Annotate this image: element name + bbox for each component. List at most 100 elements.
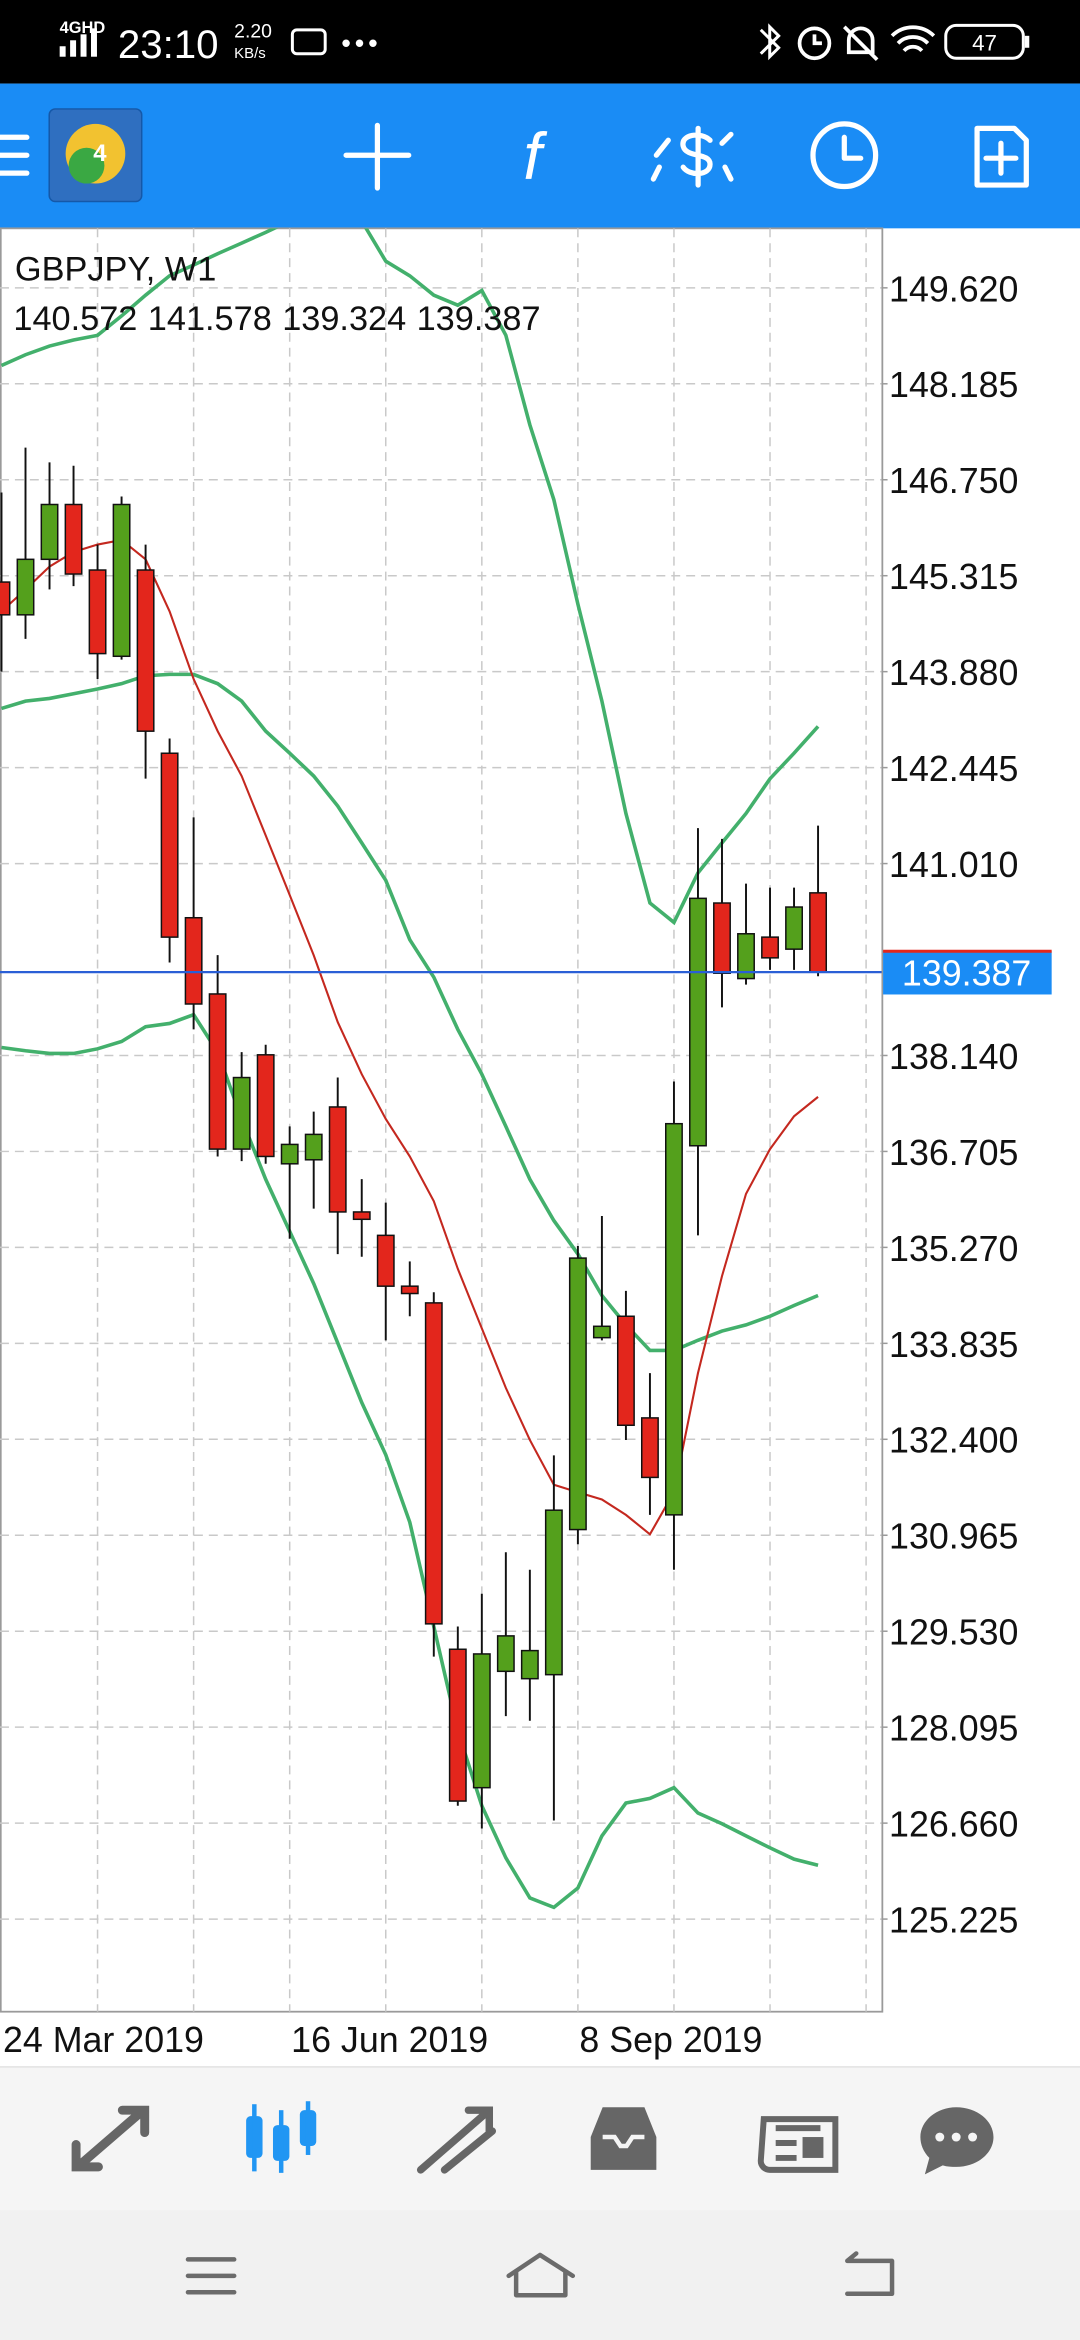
- price-label-box: [883, 951, 1052, 995]
- menu-button[interactable]: [0, 134, 30, 176]
- recents-button[interactable]: [185, 2257, 237, 2295]
- candle-body: [136, 569, 155, 732]
- objects-button[interactable]: [650, 125, 734, 188]
- news-tab[interactable]: [757, 2116, 839, 2173]
- chat-tab[interactable]: [920, 2107, 994, 2175]
- candle-body: [424, 1302, 443, 1625]
- candle-body: [785, 906, 803, 950]
- indicators-button[interactable]: f: [523, 120, 547, 193]
- quotes-tab[interactable]: [71, 2105, 150, 2172]
- indicator-line: [1, 1012, 819, 1910]
- plot-area: [0, 227, 884, 2013]
- candle-body: [232, 1076, 251, 1150]
- candle-body: [16, 558, 35, 616]
- ohlc-open: 140.572: [13, 300, 137, 338]
- crosshair-button[interactable]: [343, 122, 412, 191]
- y-tick-label: 128.095: [889, 1709, 1018, 1749]
- candle-body: [592, 1325, 611, 1339]
- y-tick-label: 125.225: [889, 1900, 1018, 1940]
- candle-body: [761, 936, 779, 959]
- x-tick-label: 8 Sep 2019: [579, 2020, 762, 2060]
- candle-body: [184, 916, 203, 1005]
- mt4-logo[interactable]: 4: [48, 108, 143, 203]
- candle-body: [304, 1133, 323, 1161]
- candle-body: [256, 1054, 275, 1158]
- candle-body: [496, 1635, 515, 1673]
- candle-body: [616, 1315, 635, 1427]
- candle-body: [640, 1417, 659, 1479]
- signal-icon: [59, 28, 97, 57]
- price-axis: 149.620 148.185 146.750 145.315 143.880 142.4…: [881, 269, 1018, 1941]
- y-tick-label: 141.010: [889, 845, 1018, 885]
- timeframe-button[interactable]: [810, 121, 879, 190]
- net-speed: 2.20: [234, 20, 272, 42]
- y-tick-label: 146.750: [889, 461, 1018, 501]
- ohlc-low: 139.324: [282, 300, 406, 338]
- trade-tab[interactable]: [416, 2106, 496, 2174]
- x-tick-label: 24 Mar 2019: [3, 2020, 204, 2060]
- candle-body: [112, 503, 131, 658]
- y-tick-label: 148.185: [889, 365, 1018, 405]
- x-tick-label: 16 Jun 2019: [291, 2020, 488, 2060]
- y-tick-label: 149.620: [889, 269, 1018, 309]
- back-button[interactable]: [845, 2251, 895, 2296]
- battery-level: 47: [972, 31, 997, 56]
- y-tick-label: 132.400: [889, 1421, 1018, 1461]
- y-tick-label: 126.660: [889, 1805, 1018, 1845]
- y-tick-label: 136.705: [889, 1133, 1018, 1173]
- candle-body: [737, 933, 755, 980]
- ohlc-readout: 140.572 141.578 139.324 139.387: [13, 300, 540, 338]
- more-icon: [342, 39, 377, 48]
- candle-body: [208, 993, 227, 1150]
- mute-icon: [842, 25, 879, 62]
- svg-text:4: 4: [93, 140, 107, 167]
- ohlc-close: 139.387: [417, 300, 541, 338]
- history-tab[interactable]: [590, 2107, 657, 2170]
- network-type: 4GHD: [60, 19, 106, 37]
- bluetooth-icon: [759, 23, 781, 61]
- y-tick-label: 145.315: [889, 557, 1018, 597]
- battery-tip: [1024, 35, 1030, 48]
- candle-body: [568, 1257, 587, 1531]
- candle-body: [665, 1122, 683, 1516]
- candle-body: [352, 1211, 371, 1221]
- system-nav: [0, 2210, 1080, 2340]
- candle-body: [448, 1648, 467, 1802]
- candle-body: [689, 897, 707, 1147]
- candle-body: [0, 581, 11, 616]
- price-label: 139.387: [902, 954, 1031, 994]
- battery-icon: [944, 23, 1025, 60]
- net-speed-unit: KB/s: [234, 45, 265, 62]
- y-tick-label: 129.530: [889, 1613, 1018, 1653]
- y-tick-label: 143.880: [889, 653, 1018, 693]
- candle-body: [713, 902, 731, 974]
- app-icon: [290, 28, 327, 56]
- y-tick-label: 133.835: [889, 1325, 1018, 1365]
- candle-body: [40, 503, 59, 561]
- candle-body: [64, 503, 83, 575]
- new-order-button[interactable]: [974, 125, 1029, 188]
- wifi-icon: [890, 25, 936, 53]
- candle-body: [328, 1106, 347, 1213]
- indicator-line: [0, 228, 820, 926]
- toolbar: [0, 83, 1080, 229]
- alarm-icon: [797, 26, 832, 61]
- candle-body: [160, 752, 179, 938]
- candle-body: [280, 1143, 299, 1165]
- bottom-nav: [0, 2066, 1080, 2211]
- candle-body: [472, 1653, 491, 1789]
- candle-body: [520, 1649, 539, 1680]
- chart-title: GBPJPY, W1: [15, 251, 216, 289]
- candle-body: [544, 1509, 563, 1676]
- candle-body: [376, 1234, 395, 1287]
- candle-body: [400, 1285, 419, 1295]
- clock: 23:10: [118, 22, 219, 67]
- y-tick-label: 142.445: [889, 749, 1018, 789]
- ohlc-high: 141.578: [148, 300, 272, 338]
- plot: [0, 228, 828, 1910]
- y-tick-label: 135.270: [889, 1229, 1018, 1269]
- home-button[interactable]: [506, 2252, 576, 2298]
- chart-tab[interactable]: [246, 2101, 317, 2173]
